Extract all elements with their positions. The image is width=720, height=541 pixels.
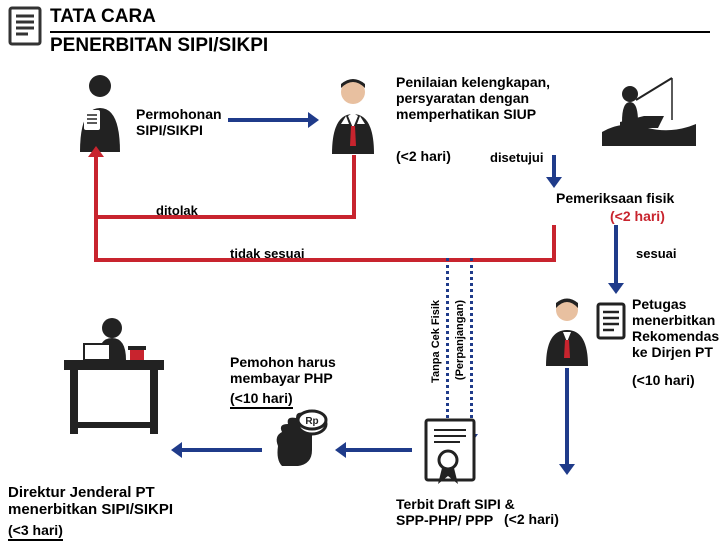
fisherman-icon — [602, 72, 696, 151]
a45-v — [565, 368, 569, 466]
ns-line-h — [94, 258, 556, 262]
ns-line-v1 — [552, 225, 556, 262]
step4-duration: (<10 hari) — [632, 372, 695, 388]
reject-line-h — [94, 215, 356, 219]
a56-h — [344, 448, 412, 452]
step3-ok: sesuai — [636, 246, 676, 261]
step5-duration: (<2 hari) — [504, 511, 559, 527]
bypass-text-1: Tanpa Cek Fisik — [430, 300, 442, 383]
reject-head — [88, 146, 104, 157]
step2-duration: (<2 hari) — [396, 148, 451, 164]
title-line1: TATA CARA — [50, 6, 710, 33]
step4-label: Petugas menerbitkan Rekomendasi ke Dirje… — [632, 296, 720, 360]
step5-label: Terbit Draft SIPI & SPP-PHP/ PPP — [396, 496, 515, 528]
a56-head — [335, 442, 346, 458]
bypass-line-2 — [470, 258, 473, 436]
title-line2: PENERBITAN SIPI/SIKPI — [50, 35, 710, 58]
step2-label: Penilaian kelengkapan, persyaratan denga… — [396, 74, 586, 122]
step6-duration: (<10 hari) — [230, 390, 293, 409]
doc-icon — [8, 6, 44, 53]
step6-label: Pemohon harus membayar PHP — [230, 354, 336, 386]
reject-line-v — [352, 155, 356, 218]
sesuai-line — [614, 225, 618, 285]
step2-ok: disetujui — [490, 150, 543, 165]
page-title: TATA CARA PENERBITAN SIPI/SIKPI — [50, 6, 710, 58]
step3-duration: (<2 hari) — [610, 208, 665, 224]
reject-line-v2 — [94, 154, 98, 219]
step1-label: Permohonan SIPI/SIKPI — [136, 106, 222, 138]
bypass-line-1 — [446, 258, 449, 436]
bypass-text-2: (Perpanjangan) — [454, 300, 466, 380]
director-icon — [54, 314, 174, 449]
a45-head — [559, 464, 575, 475]
clerk-icon — [538, 296, 596, 371]
approve-head — [546, 177, 562, 188]
approve-line — [552, 155, 556, 179]
hand-pay-icon: Rp — [268, 406, 332, 483]
certificate-icon — [420, 418, 480, 495]
applicant-icon — [70, 72, 130, 157]
svg-text:Rp: Rp — [305, 416, 318, 427]
step7-label: Direktur Jenderal PT menerbitkan SIPI/SI… — [8, 484, 173, 519]
step3-label: Pemeriksaan fisik — [556, 190, 674, 206]
arrow-1-2-head — [308, 112, 319, 128]
step7-duration: (<3 hari) — [8, 522, 63, 541]
sesuai-head — [608, 283, 624, 294]
doc-icon-2 — [596, 302, 628, 347]
a67-h — [180, 448, 262, 452]
officer-icon — [320, 76, 386, 159]
arrow-1-2 — [228, 118, 310, 122]
ns-line-v2 — [94, 218, 98, 262]
